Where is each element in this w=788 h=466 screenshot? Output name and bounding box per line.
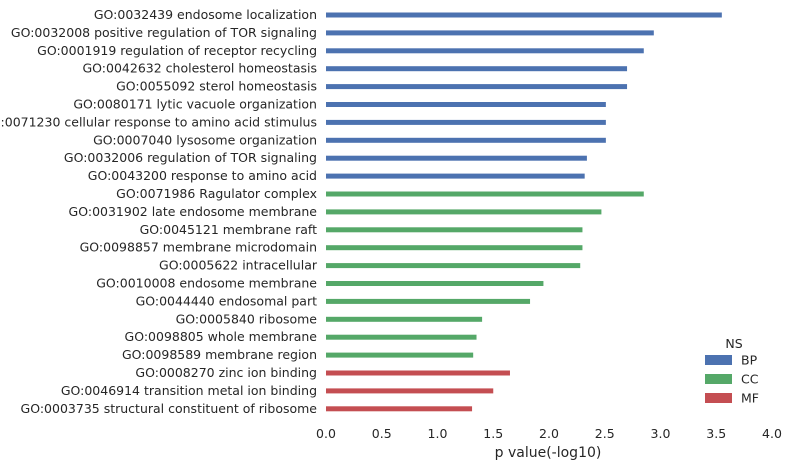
x-tick-label: 3.0	[651, 426, 671, 441]
x-tick-label: 4.0	[762, 426, 782, 441]
y-tick-label: GO:0046914 transition metal ion binding	[61, 383, 317, 398]
y-tick-label: GO:0042632 cholesterol homeostasis	[83, 61, 318, 76]
bar-11	[326, 191, 644, 197]
y-tick-label: GO:0007040 lysosome organization	[93, 132, 317, 147]
bar-18	[326, 316, 483, 322]
bar-4	[326, 66, 628, 72]
bar-12	[326, 209, 602, 215]
x-tick-label: 0.5	[372, 426, 392, 441]
legend-swatch-mf	[705, 393, 732, 403]
y-tick-label: GO:0008270 zinc ion binding	[135, 365, 317, 380]
legend-title: NS	[725, 336, 742, 351]
y-tick-label: GO:0071986 Ragulator complex	[116, 186, 317, 201]
legend-label-cc: CC	[741, 372, 759, 387]
y-tick-label: GO:0043200 response to amino acid	[88, 168, 317, 183]
legend-label-bp: BP	[741, 353, 758, 368]
bar-3	[326, 48, 644, 54]
x-axis-label: p value(-log10)	[495, 445, 602, 461]
legend-entries: BP CC MF	[705, 353, 759, 406]
legend-swatch-bp	[705, 355, 732, 365]
y-tick-label: GO:0055092 sterol homeostasis	[116, 79, 317, 94]
x-tick-label: 2.5	[595, 426, 615, 441]
bar-10	[326, 173, 585, 179]
bar-14	[326, 245, 583, 251]
y-tick-labels: GO:0032439 endosome localization GO:00320…	[0, 7, 318, 416]
y-tick-label: GO:0098589 membrane region	[122, 347, 317, 362]
y-tick-label: GO:0010008 endosome membrane	[96, 276, 317, 291]
y-tick-label: GO:0005622 intracellular	[159, 258, 318, 273]
y-tick-label: GO:0045121 membrane raft	[140, 222, 318, 237]
y-tick-label: GO:0044440 endosomal part	[136, 293, 318, 308]
bar-9	[326, 155, 587, 161]
legend-label-mf: MF	[741, 391, 759, 406]
bar-8	[326, 137, 606, 143]
bars-group	[326, 12, 722, 412]
x-tick-label: 0.0	[316, 426, 336, 441]
x-tick-labels: 0.0 0.5 1.0 1.5 2.0 2.5 3.0 3.5 4.0	[316, 426, 782, 441]
y-tick-label: GO:0080171 lytic vacuole organization	[73, 97, 317, 112]
bar-16	[326, 281, 544, 286]
x-tick-label: 1.5	[483, 426, 503, 441]
x-tick-label: 1.0	[428, 426, 448, 441]
y-tick-label: GO:0071230 cellular response to amino ac…	[0, 114, 317, 129]
bar-17	[326, 298, 531, 304]
bar-19	[326, 334, 477, 340]
bar-23	[326, 406, 473, 412]
bar-22	[326, 388, 494, 394]
y-tick-label: GO:0032006 regulation of TOR signaling	[64, 150, 317, 165]
y-tick-label: GO:0001919 regulation of receptor recycl…	[37, 43, 317, 58]
bar-21	[326, 370, 510, 376]
x-tick-label: 2.0	[539, 426, 559, 441]
x-tick-label: 3.5	[706, 426, 726, 441]
legend: NS BP CC MF	[705, 336, 759, 406]
y-tick-label: GO:0098805 whole membrane	[125, 329, 318, 344]
bar-13	[326, 227, 583, 233]
bar-7	[326, 119, 606, 125]
bar-15	[326, 263, 581, 269]
bar-2	[326, 30, 654, 36]
y-tick-label: GO:0003735 structural constituent of rib…	[21, 401, 318, 416]
bar-1	[326, 12, 722, 18]
y-tick-label: GO:0032008 positive regulation of TOR si…	[11, 25, 317, 40]
bar-5	[326, 84, 628, 90]
bar-20	[326, 352, 474, 358]
legend-swatch-cc	[705, 374, 732, 384]
y-tick-label: GO:0031902 late endosome membrane	[69, 204, 318, 219]
y-tick-label: GO:0005840 ribosome	[176, 311, 318, 326]
bar-6	[326, 102, 606, 107]
y-tick-label: GO:0098857 membrane microdomain	[80, 240, 317, 255]
y-tick-label: GO:0032439 endosome localization	[94, 7, 317, 22]
